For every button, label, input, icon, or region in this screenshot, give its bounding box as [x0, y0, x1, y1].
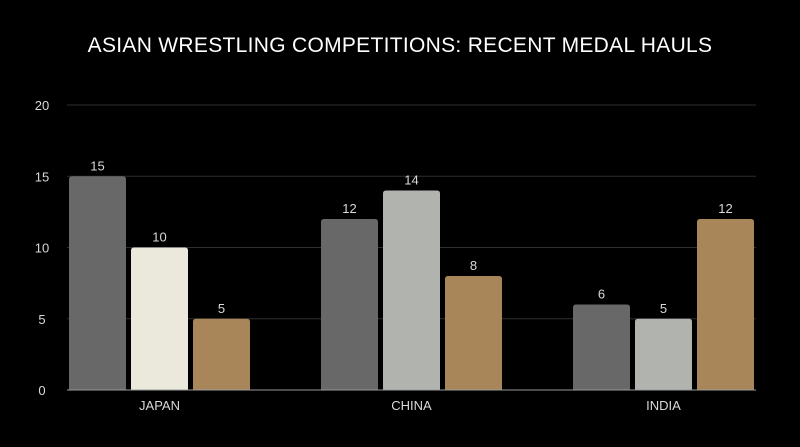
data-label: 12 [718, 201, 732, 216]
bar-india-series-3 [697, 219, 754, 390]
x-tick-label: JAPAN [139, 398, 180, 413]
bar-china-series-2 [383, 190, 440, 390]
y-tick-label: 10 [35, 241, 49, 256]
bar-china-series-3 [445, 276, 502, 390]
y-tick-label: 0 [38, 383, 45, 398]
y-axis-tick-labels: 0 5 10 15 20 [35, 98, 49, 398]
data-label: 10 [152, 230, 166, 245]
bar-japan-series-2 [131, 247, 188, 390]
bars [69, 176, 754, 390]
data-label: 8 [470, 258, 477, 273]
chart-title: ASIAN WRESTLING COMPETITIONS: RECENT MED… [87, 34, 713, 57]
data-label: 14 [404, 173, 418, 188]
bar-china-series-1 [321, 219, 378, 390]
data-label: 5 [660, 301, 667, 316]
x-tick-label: CHINA [391, 398, 432, 413]
data-labels: 15 10 5 12 14 8 6 5 12 [90, 158, 732, 316]
data-label: 5 [218, 301, 225, 316]
bar-india-series-1 [573, 304, 630, 390]
bar-japan-series-3 [193, 318, 250, 390]
x-tick-label: INDIA [646, 398, 681, 413]
y-tick-label: 20 [35, 98, 49, 113]
y-tick-label: 5 [38, 312, 45, 327]
data-label: 6 [598, 287, 605, 302]
x-axis-tick-labels: JAPAN CHINA INDIA [139, 398, 681, 413]
data-label: 15 [90, 158, 104, 173]
y-tick-label: 15 [35, 169, 49, 184]
data-label: 12 [342, 201, 356, 216]
bar-japan-series-1 [69, 176, 126, 390]
bar-india-series-2 [635, 318, 692, 390]
